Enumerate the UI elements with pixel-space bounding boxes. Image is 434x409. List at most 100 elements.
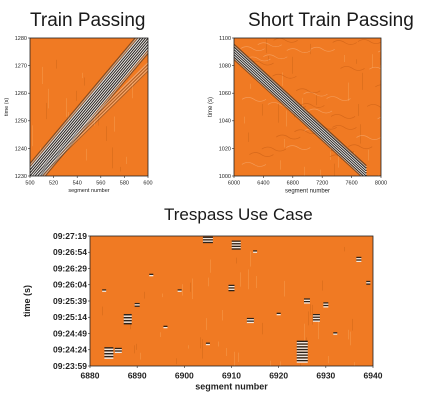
noise-wave xyxy=(307,108,333,114)
footstep-detection xyxy=(246,319,254,321)
train-signature-stripe xyxy=(234,46,367,169)
chart-2: 6880 6890 6900 6910 6920 6930 6940 09:27:19 09:2… xyxy=(22,231,383,392)
footstep-detection xyxy=(296,351,308,354)
noise-wave xyxy=(300,103,325,108)
y-tick-label: 1100 xyxy=(219,36,231,42)
noise-mark xyxy=(136,343,137,350)
train-signature-stripe xyxy=(30,38,147,176)
footstep-detection xyxy=(205,343,210,346)
footstep-detection xyxy=(123,318,132,320)
footstep-detection xyxy=(296,350,308,352)
noise-mark xyxy=(144,291,145,299)
noise-mark xyxy=(240,272,241,287)
footstep-detection xyxy=(303,302,310,304)
noise-mark xyxy=(284,280,285,297)
footstep-detection xyxy=(177,289,182,291)
noise-mark xyxy=(354,362,355,366)
noise-mark xyxy=(48,88,49,109)
footstep-detection xyxy=(356,259,362,261)
noise-mark xyxy=(182,284,183,296)
footstep-detection xyxy=(231,243,241,245)
noise-mark xyxy=(114,116,115,132)
noise-mark xyxy=(106,126,107,141)
noise-mark xyxy=(222,310,223,321)
footstep-detection xyxy=(231,248,241,250)
footstep-detection xyxy=(123,315,132,317)
noise-wave xyxy=(272,73,297,79)
noise-wave xyxy=(257,42,282,48)
footstep-detection xyxy=(296,357,308,359)
noise-wave xyxy=(261,146,286,152)
noise-mark xyxy=(162,293,163,298)
chart-title-train-passing: Train Passing xyxy=(30,10,146,31)
noise-mark xyxy=(356,59,357,64)
footstep-detection xyxy=(303,299,310,301)
footstep-detection xyxy=(228,289,235,292)
noise-mark xyxy=(76,90,77,101)
noise-mark xyxy=(238,352,239,362)
noise-mark xyxy=(140,352,141,360)
noise-mark xyxy=(372,54,373,68)
train-signature-stripe xyxy=(234,51,367,174)
noise-mark xyxy=(250,251,251,267)
train-signature-stripe xyxy=(234,47,367,171)
footstep-detection xyxy=(296,343,308,345)
noise-mark xyxy=(248,132,249,142)
y-axis-label: time (s) xyxy=(208,97,214,117)
y-tick-label: 09:23:59 xyxy=(53,361,87,371)
x-tick-label: 6910 xyxy=(222,371,241,381)
footstep-detection xyxy=(123,321,132,323)
x-axis-label: segment number xyxy=(195,382,268,392)
noise-mark xyxy=(334,163,335,176)
footstep-detection xyxy=(102,289,107,291)
footstep-detection xyxy=(228,287,235,289)
noise-mark xyxy=(94,114,95,126)
y-tick-label: 1240 xyxy=(15,146,27,152)
x-tick-label: 7200 xyxy=(316,181,328,187)
noise-wave xyxy=(332,40,357,45)
train-trailing-stripe xyxy=(40,70,148,176)
noise-mark xyxy=(56,59,57,69)
noise-wave xyxy=(375,84,381,88)
footstep-detection xyxy=(276,314,281,316)
footstep-detection xyxy=(333,333,338,335)
noise-mark xyxy=(236,257,237,264)
x-tick-label: 6800 xyxy=(287,181,299,187)
x-tick-label: 6880 xyxy=(81,371,100,381)
chart-0: 500 520 540 560 580 600 1230 1240 1250 1260 1270 12… xyxy=(4,36,153,194)
footstep-detection xyxy=(102,290,107,292)
noise-mark xyxy=(308,311,309,326)
footstep-detection xyxy=(104,350,114,352)
footstep-detection xyxy=(356,258,362,260)
footstep-detection xyxy=(312,320,320,322)
noise-mark xyxy=(330,146,331,160)
plot-background xyxy=(90,236,373,366)
footstep-detection xyxy=(246,317,254,320)
footstep-detection xyxy=(323,304,329,307)
train-signature-stripe xyxy=(42,51,148,176)
footstep-detection xyxy=(228,284,235,287)
noise-mark xyxy=(262,322,263,335)
noise-wave xyxy=(310,46,335,52)
train-signature-stripe xyxy=(234,56,365,176)
footstep-detection xyxy=(114,349,122,351)
noise-mark xyxy=(32,125,33,147)
footstep-detection xyxy=(104,355,114,358)
footstep-detection xyxy=(323,303,329,305)
y-tick-label: 1080 xyxy=(219,64,231,70)
train-signature-stripe xyxy=(234,50,367,173)
noise-wave xyxy=(273,38,298,43)
footstep-detection xyxy=(296,342,308,344)
noise-wave xyxy=(356,135,381,140)
footstep-detection xyxy=(104,348,114,351)
footstep-detection xyxy=(104,354,114,356)
x-tick-label: 6940 xyxy=(364,371,383,381)
footstep-detection xyxy=(163,325,168,327)
footstep-detection xyxy=(231,244,241,246)
x-tick-label: 580 xyxy=(120,181,129,187)
footstep-detection xyxy=(296,348,308,351)
train-signature-stripe xyxy=(41,49,148,176)
footstep-detection xyxy=(253,250,258,252)
footstep-detection xyxy=(163,327,168,329)
